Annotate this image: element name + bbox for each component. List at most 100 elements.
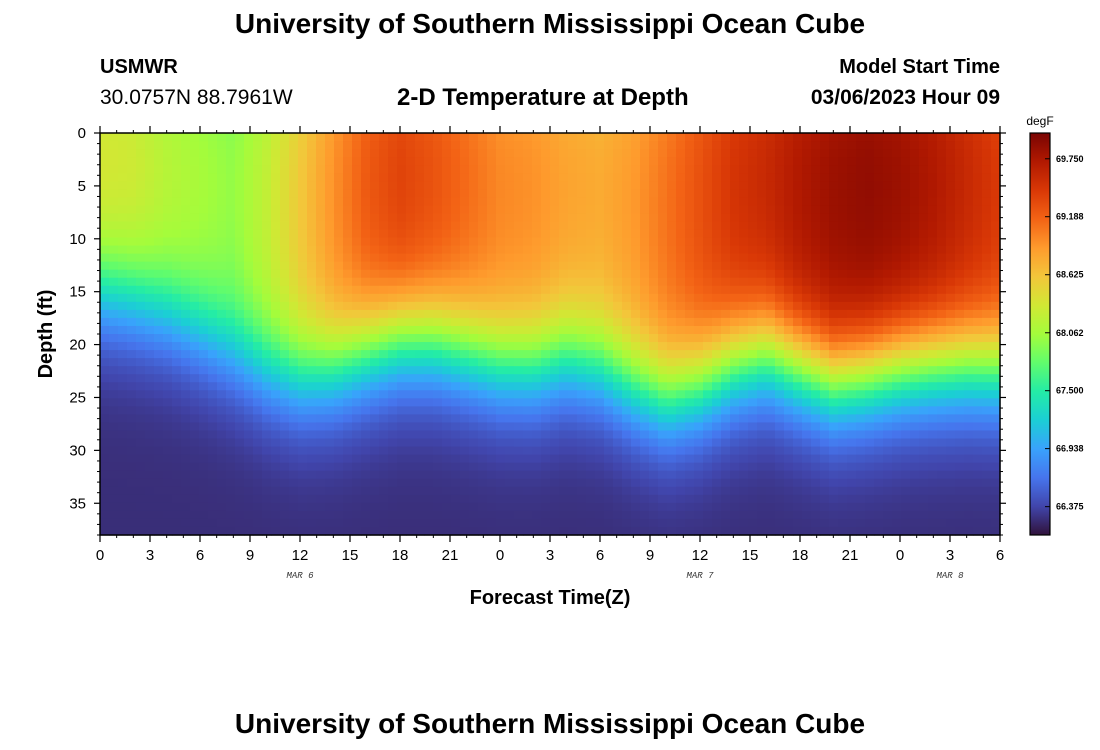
heatmap-cell	[136, 366, 146, 375]
heatmap-cell	[856, 422, 866, 432]
heatmap-cell	[433, 518, 443, 528]
heatmap-cell	[172, 317, 182, 327]
heatmap-cell	[334, 502, 344, 512]
heatmap-cell	[739, 205, 749, 214]
heatmap-cell	[352, 141, 362, 150]
heatmap-cell	[199, 293, 209, 303]
heatmap-cell	[766, 149, 776, 158]
heatmap-cell	[865, 317, 875, 327]
heatmap-cell	[829, 438, 839, 448]
heatmap-cell	[964, 229, 974, 239]
heatmap-cell	[442, 269, 452, 279]
heatmap-cell	[712, 350, 722, 359]
heatmap-cell	[748, 438, 758, 448]
heatmap-cell	[370, 494, 380, 504]
heatmap-cell	[847, 133, 857, 142]
heatmap-cell	[118, 229, 128, 239]
heatmap-cell	[343, 374, 353, 383]
heatmap-cell	[622, 422, 632, 432]
heatmap-cell	[235, 366, 245, 375]
heatmap-cell	[514, 486, 524, 496]
heatmap-cell	[703, 470, 713, 480]
heatmap-cell	[343, 382, 353, 391]
heatmap-cell	[964, 406, 974, 415]
heatmap-cell	[685, 406, 695, 415]
heatmap-cell	[154, 342, 164, 351]
heatmap-cell	[541, 462, 551, 472]
heatmap-cell	[595, 173, 605, 182]
heatmap-cell	[325, 526, 335, 536]
heatmap-cell	[775, 149, 785, 158]
heatmap-cell	[838, 189, 848, 198]
heatmap-cell	[442, 502, 452, 512]
heatmap-cell	[208, 510, 218, 520]
heatmap-cell	[613, 478, 623, 488]
heatmap-cell	[910, 309, 920, 319]
heatmap-cell	[451, 269, 461, 279]
heatmap-cell	[235, 390, 245, 399]
heatmap-cell	[712, 293, 722, 303]
heatmap-cell	[487, 205, 497, 214]
heatmap-cell	[478, 486, 488, 496]
heatmap-cell	[955, 157, 965, 166]
heatmap-cell	[622, 157, 632, 166]
heatmap-cell	[289, 398, 299, 407]
heatmap-cell	[874, 245, 884, 255]
heatmap-cell	[820, 454, 830, 464]
heatmap-cell	[550, 221, 560, 231]
heatmap-cell	[568, 430, 578, 440]
heatmap-cell	[874, 342, 884, 351]
heatmap-cell	[289, 165, 299, 174]
heatmap-cell	[487, 181, 497, 190]
heatmap-cell	[595, 181, 605, 190]
heatmap-cell	[712, 406, 722, 415]
heatmap-cell	[901, 317, 911, 327]
heatmap-cell	[424, 285, 434, 295]
heatmap-cell	[370, 221, 380, 231]
heatmap-cell	[847, 221, 857, 231]
heatmap-cell	[478, 237, 488, 247]
heatmap-cell	[190, 325, 200, 335]
heatmap-cell	[487, 414, 497, 424]
heatmap-cell	[847, 350, 857, 359]
heatmap-cell	[892, 141, 902, 150]
heatmap-cell	[100, 406, 110, 415]
heatmap-cell	[730, 317, 740, 327]
heatmap-cell	[577, 390, 587, 399]
heatmap-cell	[262, 133, 272, 142]
heatmap-cell	[685, 446, 695, 456]
heatmap-cell	[109, 181, 119, 190]
heatmap-cell	[757, 382, 767, 391]
heatmap-cell	[874, 189, 884, 198]
heatmap-cell	[262, 181, 272, 190]
heatmap-cell	[514, 325, 524, 335]
heatmap-cell	[397, 342, 407, 351]
heatmap-cell	[253, 277, 263, 287]
heatmap-cell	[244, 205, 254, 214]
heatmap-cell	[397, 301, 407, 311]
heatmap-cell	[532, 454, 542, 464]
heatmap-cell	[514, 414, 524, 424]
heatmap-cell	[298, 165, 308, 174]
heatmap-cell	[595, 325, 605, 335]
heatmap-cell	[640, 374, 650, 383]
heatmap-cell	[919, 213, 929, 223]
heatmap-cell	[424, 390, 434, 399]
heatmap-cell	[163, 221, 173, 231]
heatmap-cell	[568, 197, 578, 206]
heatmap-cell	[739, 334, 749, 343]
heatmap-cell	[460, 438, 470, 448]
heatmap-cell	[478, 325, 488, 335]
heatmap-cell	[316, 446, 326, 456]
heatmap-cell	[892, 293, 902, 303]
heatmap-cell	[361, 213, 371, 223]
heatmap-cell	[919, 157, 929, 166]
heatmap-cell	[883, 510, 893, 520]
heatmap-cell	[559, 165, 569, 174]
heatmap-cell	[136, 438, 146, 448]
heatmap-cell	[379, 229, 389, 239]
heatmap-cell	[946, 494, 956, 504]
heatmap-cell	[415, 141, 425, 150]
heatmap-cell	[757, 526, 767, 536]
heatmap-cell	[433, 317, 443, 327]
